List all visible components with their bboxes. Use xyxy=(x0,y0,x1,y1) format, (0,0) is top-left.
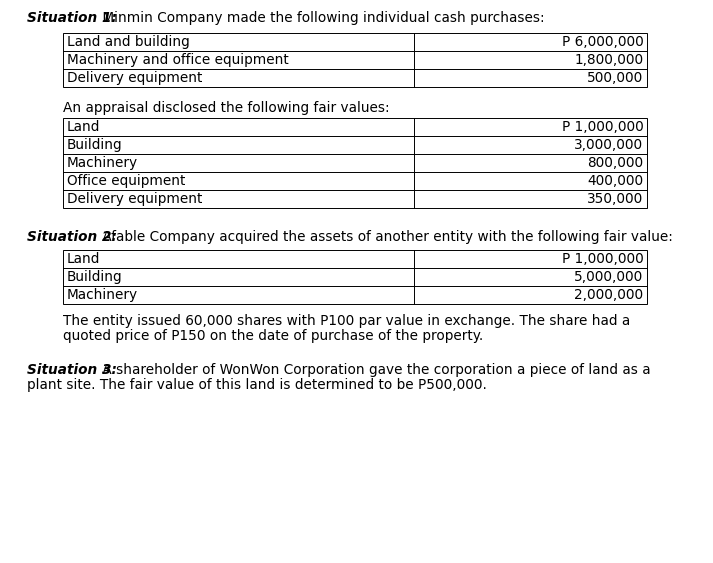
Bar xyxy=(63,33,647,87)
Text: An appraisal disclosed the following fair values:: An appraisal disclosed the following fai… xyxy=(63,101,389,115)
Text: Afable Company acquired the assets of another entity with the following fair val: Afable Company acquired the assets of an… xyxy=(98,230,673,244)
Bar xyxy=(63,118,647,208)
Text: Machinery: Machinery xyxy=(67,156,138,170)
Text: Delivery equipment: Delivery equipment xyxy=(67,192,202,206)
Text: Building: Building xyxy=(67,270,123,284)
Text: Situation 2:: Situation 2: xyxy=(27,230,117,244)
Text: Land: Land xyxy=(67,120,100,134)
Text: The entity issued 60,000 shares with P100 par value in exchange. The share had a: The entity issued 60,000 shares with P10… xyxy=(63,314,630,328)
Text: Situation 3:: Situation 3: xyxy=(27,363,117,377)
Text: Delivery equipment: Delivery equipment xyxy=(67,71,202,85)
Text: Machinery and office equipment: Machinery and office equipment xyxy=(67,53,289,67)
Text: quoted price of P150 on the date of purchase of the property.: quoted price of P150 on the date of purc… xyxy=(63,329,483,343)
Text: 1,800,000: 1,800,000 xyxy=(574,53,643,67)
Text: 3,000,000: 3,000,000 xyxy=(574,138,643,152)
Bar xyxy=(63,250,647,304)
Text: 5,000,000: 5,000,000 xyxy=(574,270,643,284)
Text: Office equipment: Office equipment xyxy=(67,174,185,188)
Text: Machinery: Machinery xyxy=(67,288,138,302)
Text: Building: Building xyxy=(67,138,123,152)
Text: 2,000,000: 2,000,000 xyxy=(574,288,643,302)
Text: A shareholder of WonWon Corporation gave the corporation a piece of land as a: A shareholder of WonWon Corporation gave… xyxy=(98,363,651,377)
Text: P 1,000,000: P 1,000,000 xyxy=(562,120,643,134)
Text: 500,000: 500,000 xyxy=(587,71,643,85)
Text: plant site. The fair value of this land is determined to be P500,000.: plant site. The fair value of this land … xyxy=(27,378,487,392)
Text: 800,000: 800,000 xyxy=(588,156,643,170)
Text: Minmin Company made the following individual cash purchases:: Minmin Company made the following indivi… xyxy=(98,11,545,25)
Text: 350,000: 350,000 xyxy=(587,192,643,206)
Text: Situation 1:: Situation 1: xyxy=(27,11,117,25)
Text: P 6,000,000: P 6,000,000 xyxy=(562,35,643,49)
Text: Land: Land xyxy=(67,252,100,266)
Text: 400,000: 400,000 xyxy=(588,174,643,188)
Text: P 1,000,000: P 1,000,000 xyxy=(562,252,643,266)
Text: Land and building: Land and building xyxy=(67,35,190,49)
